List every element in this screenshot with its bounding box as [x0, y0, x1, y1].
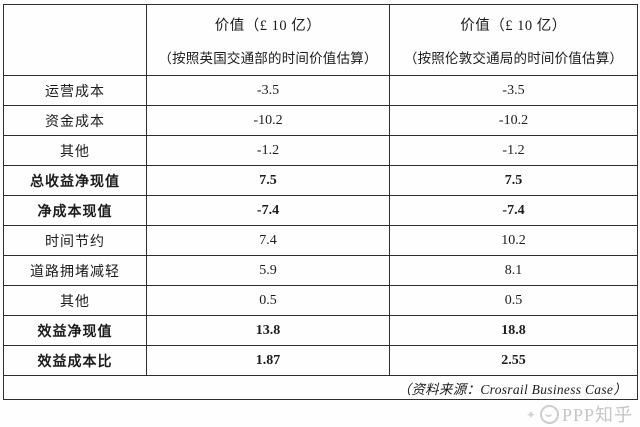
source-note: （资料来源：Crosrail Business Case）: [3, 375, 638, 400]
tfl-value-cell: 2.55: [389, 345, 638, 376]
tfl-value-cell: -3.5: [389, 75, 638, 106]
table-row: 总收益净现值 7.5 7.5: [3, 165, 638, 196]
header-col-dft: 价值（£ 10 亿） （按照英国交通部的时间价值估算）: [146, 4, 390, 76]
dft-value-cell: 1.87: [146, 345, 390, 376]
row-label-cell: 净成本现值: [3, 195, 147, 226]
source-row: （资料来源：Crosrail Business Case）: [3, 375, 638, 400]
tfl-value-cell: 0.5: [389, 285, 638, 316]
header-row: 价值（£ 10 亿） （按照英国交通部的时间价值估算） 价值（£ 10 亿） （…: [3, 4, 638, 76]
row-label-cell: 时间节约: [3, 225, 147, 256]
table-row: 运营成本 -3.5 -3.5: [3, 75, 638, 106]
table-row: 效益净现值 13.8 18.8: [3, 315, 638, 346]
dft-value-cell: 13.8: [146, 315, 390, 346]
dft-column-subtitle: （按照英国交通部的时间价值估算）: [158, 50, 378, 66]
tfl-value-cell: 7.5: [389, 165, 638, 196]
dft-column-title: 价值（£ 10 亿）: [214, 17, 322, 34]
tfl-value-cell: 10.2: [389, 225, 638, 256]
table-row: 资金成本 -10.2 -10.2: [3, 105, 638, 136]
row-label-cell: 资金成本: [3, 105, 147, 136]
tfl-value-cell: 8.1: [389, 255, 638, 286]
dft-value-cell: -10.2: [146, 105, 390, 136]
tfl-value-cell: 18.8: [389, 315, 638, 346]
tfl-value-cell: -1.2: [389, 135, 638, 166]
table-row: 其他 0.5 0.5: [3, 285, 638, 316]
row-label-cell: 其他: [3, 285, 147, 316]
row-label-cell: 效益净现值: [3, 315, 147, 346]
dft-value-cell: 5.9: [146, 255, 390, 286]
dft-value-cell: 7.4: [146, 225, 390, 256]
row-label-cell: 道路拥堵减轻: [3, 255, 147, 286]
table-row: 其他 -1.2 -1.2: [3, 135, 638, 166]
crossrail-cost-benefit-table: 价值（£ 10 亿） （按照英国交通部的时间价值估算） 价值（£ 10 亿） （…: [3, 4, 638, 400]
table-row: 道路拥堵减轻 5.9 8.1: [3, 255, 638, 286]
table-row: 效益成本比 1.87 2.55: [3, 345, 638, 376]
dft-value-cell: -3.5: [146, 75, 390, 106]
row-label-cell: 效益成本比: [3, 345, 147, 376]
row-label-cell: 总收益净现值: [3, 165, 147, 196]
tfl-value-cell: -7.4: [389, 195, 638, 226]
header-col-tfl: 价值（£ 10 亿） （按照伦敦交通局的时间价值估算）: [389, 4, 638, 76]
tfl-value-cell: -10.2: [389, 105, 638, 136]
table-row: 时间节约 7.4 10.2: [3, 225, 638, 256]
tfl-column-subtitle: （按照伦敦交通局的时间价值估算）: [403, 50, 624, 66]
dft-value-cell: 0.5: [146, 285, 390, 316]
tfl-column-title: 价值（£ 10 亿）: [460, 17, 567, 34]
row-label-cell: 运营成本: [3, 75, 147, 106]
header-blank-cell: [3, 4, 147, 76]
table-row: 净成本现值 -7.4 -7.4: [3, 195, 638, 226]
ppp-zhihu-logo-icon: [539, 405, 559, 424]
ppp-zhihu-watermark: ✦ PPP知乎: [526, 405, 633, 424]
dft-value-cell: 7.5: [146, 165, 390, 196]
row-label-cell: 其他: [3, 135, 147, 166]
dft-value-cell: -1.2: [146, 135, 390, 166]
dft-value-cell: -7.4: [146, 195, 390, 226]
watermark-text: PPP知乎: [561, 404, 633, 425]
sparkle-icon: ✦: [525, 407, 537, 422]
